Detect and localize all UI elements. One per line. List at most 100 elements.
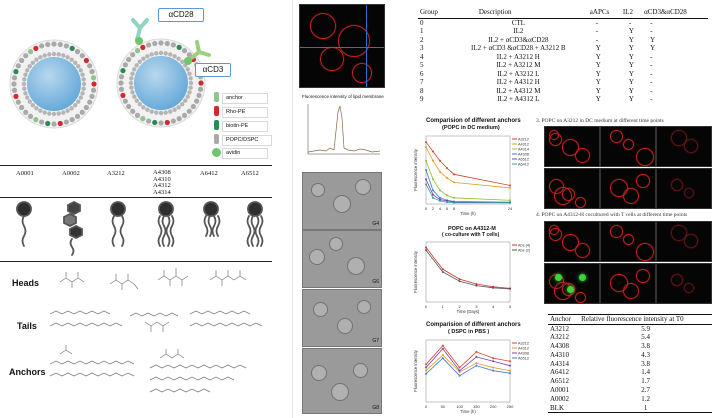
lipid-dot [141, 105, 146, 110]
lipid-dot [197, 86, 204, 92]
table-cell: - [650, 61, 653, 69]
lipid-dot [163, 110, 168, 115]
table-cell: - [595, 35, 599, 44]
data-point [509, 184, 511, 187]
lipid-dot [13, 93, 19, 99]
micrograph-g7: G7 [302, 289, 382, 347]
legend-label: A6512 [518, 158, 529, 162]
data-point [458, 369, 461, 372]
cell [355, 179, 371, 195]
x-tick-label: 5 [509, 304, 512, 309]
lipid-dot [15, 63, 21, 69]
legend-box [222, 135, 272, 146]
lipid-dot [23, 53, 29, 59]
caption-4: 4. POPC on A4312-H cocultured with T cel… [536, 212, 688, 218]
liposome-ring [623, 283, 639, 299]
lipid-dot [176, 56, 181, 61]
micrograph-label: G8 [372, 405, 379, 411]
table-cell: A4310 [550, 350, 570, 359]
lipid-dot [79, 109, 85, 115]
table-cell: A4308 [550, 342, 570, 351]
row-label-tails: Tails [17, 321, 37, 331]
lipid-dot [30, 103, 35, 108]
data-point [441, 347, 444, 350]
lipid-dot [47, 111, 52, 116]
table-cell: A6512 [550, 377, 570, 386]
table-cell: - [595, 18, 599, 27]
lipid-dot [11, 87, 18, 93]
lipid-dot [57, 41, 63, 48]
lipid-dot [30, 60, 35, 65]
data-point [425, 178, 427, 181]
lipid-dot [196, 92, 202, 98]
lipid-dot [168, 52, 173, 57]
data-point [475, 355, 478, 358]
series-line-abs-2- [425, 249, 511, 290]
lipid-dot [15, 99, 21, 105]
liposome-ring [575, 197, 586, 208]
table-cell: CTL [511, 18, 525, 27]
table-row: A4310 4.3 [548, 351, 712, 360]
lipid-dot [69, 117, 75, 123]
liposome-ring [610, 225, 623, 238]
lipid-dot [158, 120, 164, 126]
lipid-dot [149, 52, 154, 57]
data-point [425, 363, 427, 366]
lipid-dot [122, 62, 128, 68]
micrograph-g4: G4 [302, 172, 382, 230]
lipid-dot [81, 86, 86, 91]
cell [333, 195, 351, 213]
liposome-ring [575, 292, 586, 303]
x-tick-label: 50 [441, 404, 446, 409]
x-tick-label: 250 [507, 404, 514, 409]
cell [329, 237, 343, 251]
table-cell: IL2 + αCD3 &αCD28 + A3212 B [471, 44, 566, 52]
lipid-dot [56, 111, 61, 116]
column-header: αCD3&αCD28 [642, 8, 708, 19]
legend-label: POPC/DSPC [226, 137, 259, 143]
liposome-ring [684, 234, 698, 248]
lipid-dot [149, 109, 154, 114]
liposome-ring [554, 187, 572, 205]
rho-pe-legend-icon [214, 106, 219, 116]
data-point [446, 194, 448, 197]
data-point [492, 366, 495, 369]
lipid-dot [154, 51, 159, 56]
data-point [425, 159, 427, 162]
table-cell: Y [595, 86, 601, 95]
lipid-dot [185, 67, 190, 72]
lipid-dot [134, 48, 141, 54]
lipid-dot [57, 120, 63, 127]
lipid-dot [61, 110, 66, 115]
table-row: A6412 1.4 [548, 368, 712, 377]
liposome-ring [636, 269, 650, 283]
y-axis-label: Fluorescence intensity [413, 148, 418, 191]
table-cell: - [595, 27, 599, 35]
lipid-dot [130, 90, 135, 95]
lipid-dot [145, 54, 150, 59]
x-tick-label: 0 [425, 404, 428, 409]
table-cell: A4314 [550, 359, 570, 368]
lipid-dot [126, 103, 132, 110]
cell [311, 183, 325, 197]
cell [331, 383, 349, 401]
lipid-dot [152, 40, 158, 47]
t-cell-marker [579, 274, 586, 281]
lipid-dot [170, 42, 176, 48]
x-tick-label: 100 [456, 404, 463, 409]
table-cell: IL2 [513, 27, 524, 35]
data-point [509, 364, 511, 367]
data-point [458, 278, 461, 281]
anchor-intensity-table: Anchor Relative fluorescence intensity a… [548, 314, 712, 413]
table-cell: 1 [420, 27, 424, 35]
x-tick-label: 24 [508, 206, 513, 211]
column-header: aAPCs [587, 8, 621, 19]
table-cell: A3212 [550, 324, 570, 333]
x-tick-label: 0 [425, 304, 428, 309]
lipid-dot [188, 85, 193, 90]
table-cell: 4 [420, 52, 424, 61]
table-cell: A0001 [550, 386, 570, 395]
micrograph-g8: G8 [302, 348, 382, 414]
lipid-dot [146, 118, 152, 124]
lipid-dot [11, 75, 18, 81]
